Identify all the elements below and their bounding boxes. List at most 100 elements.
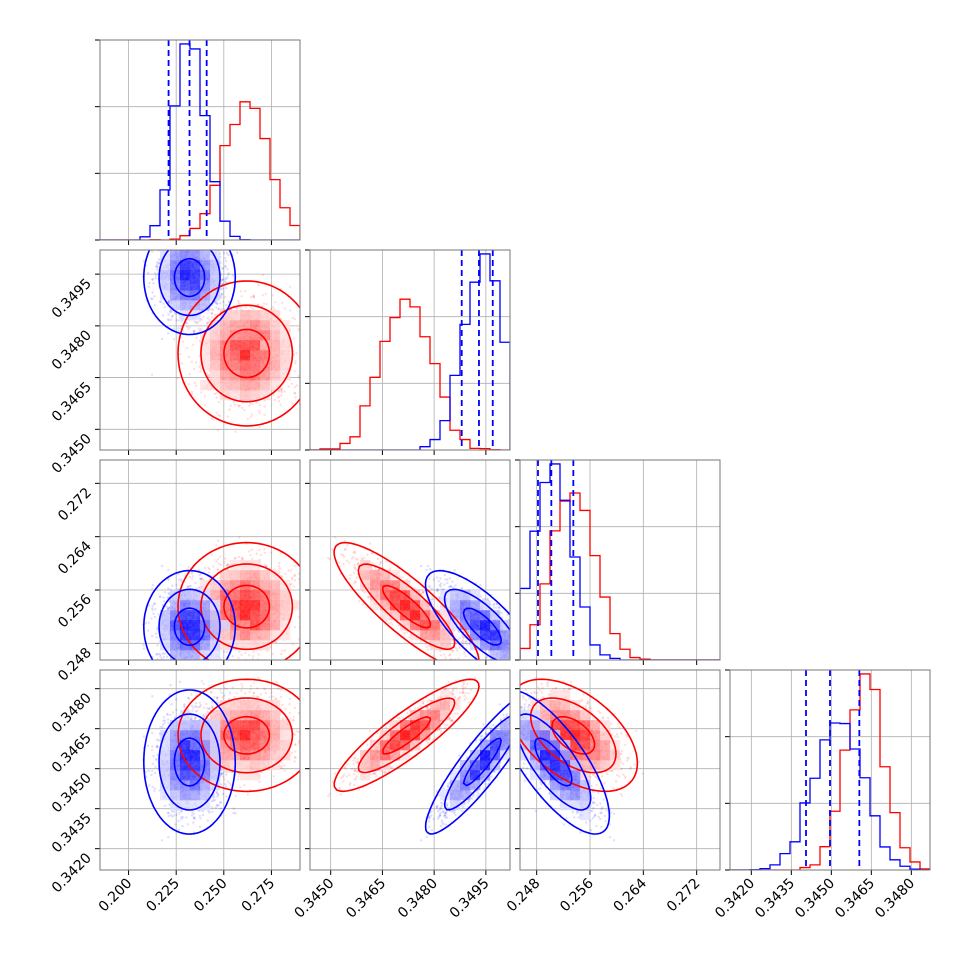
sample-point xyxy=(168,310,172,313)
sample-point xyxy=(188,372,191,376)
density-cell xyxy=(250,320,261,331)
sample-point xyxy=(159,300,163,304)
sample-point xyxy=(280,391,283,394)
sample-point xyxy=(175,319,178,322)
sample-point xyxy=(147,285,150,288)
sample-point xyxy=(200,318,203,321)
density-cell xyxy=(260,390,271,401)
sample-point xyxy=(191,343,195,346)
sample-point xyxy=(178,246,180,248)
sample-point xyxy=(277,564,281,568)
panel-content xyxy=(141,241,306,433)
sample-point xyxy=(187,355,190,359)
y-tick-label: 0.256 xyxy=(55,591,95,631)
sample-point xyxy=(277,400,281,403)
sample-point xyxy=(195,241,197,243)
y-tick-label: 0.3450 xyxy=(49,431,95,477)
density-cell xyxy=(250,330,261,341)
sample-point xyxy=(217,400,220,404)
sample-point xyxy=(183,243,185,245)
density-cell xyxy=(210,360,221,371)
sample-point xyxy=(187,241,189,243)
sample-point xyxy=(294,359,297,363)
sample-point xyxy=(294,362,297,365)
sample-point xyxy=(180,362,184,365)
density-cell xyxy=(160,260,171,271)
sample-point xyxy=(198,320,201,323)
sample-point xyxy=(210,311,213,315)
density-cell xyxy=(250,350,261,361)
contour-line-series-0 xyxy=(177,280,300,427)
sample-point xyxy=(174,245,176,247)
sample-point xyxy=(236,251,239,254)
sample-point xyxy=(223,295,227,299)
density-cell xyxy=(230,350,241,361)
sample-point xyxy=(151,278,154,281)
sample-point xyxy=(200,245,202,247)
sample-point xyxy=(271,652,274,656)
sample-point xyxy=(291,643,294,646)
sample-point xyxy=(215,302,219,305)
sample-point xyxy=(200,245,202,247)
sample-point xyxy=(177,327,180,330)
sample-point xyxy=(208,242,210,244)
sample-point xyxy=(157,261,160,265)
sample-point xyxy=(210,316,214,319)
sample-point xyxy=(189,247,191,249)
density-cell xyxy=(180,280,191,291)
sample-point xyxy=(215,306,218,309)
sample-point xyxy=(244,290,247,293)
sample-point xyxy=(293,318,297,321)
density-cell xyxy=(160,270,171,281)
sample-point xyxy=(215,544,218,547)
sample-point xyxy=(213,313,217,316)
sample-point xyxy=(237,656,240,660)
sample-point xyxy=(278,561,281,565)
sample-point xyxy=(232,401,235,404)
sample-point xyxy=(153,295,156,298)
sample-point xyxy=(289,309,292,312)
sample-point xyxy=(187,328,190,331)
sample-point xyxy=(272,307,276,311)
density-cell xyxy=(190,250,201,261)
sample-point xyxy=(297,327,300,331)
sample-point xyxy=(252,294,255,297)
sample-point xyxy=(162,245,164,247)
sample-point xyxy=(249,306,252,309)
sample-point xyxy=(238,404,242,408)
sample-point xyxy=(221,287,224,290)
sample-point xyxy=(191,241,193,243)
sample-point xyxy=(274,640,278,643)
sample-point xyxy=(224,265,227,268)
sample-point xyxy=(186,326,189,329)
sample-point xyxy=(195,321,198,324)
density-cell xyxy=(210,380,221,391)
sample-point xyxy=(287,569,290,572)
sample-point xyxy=(151,250,154,253)
sample-point xyxy=(238,302,241,305)
sample-point xyxy=(208,375,211,379)
sample-point xyxy=(167,245,169,247)
sample-point xyxy=(189,247,191,249)
sample-point xyxy=(193,329,197,332)
sample-point xyxy=(167,332,170,335)
panel-frame xyxy=(309,249,511,451)
sample-point xyxy=(186,245,188,247)
sample-point xyxy=(237,300,240,303)
sample-point xyxy=(221,266,224,270)
sample-point xyxy=(223,247,225,249)
sample-point xyxy=(156,261,159,264)
density-cell xyxy=(240,310,251,321)
sample-point xyxy=(217,562,220,565)
sample-point xyxy=(204,247,206,249)
density-cell xyxy=(220,360,231,371)
density-cell xyxy=(280,330,291,341)
sample-point xyxy=(304,331,306,333)
sample-point xyxy=(192,330,195,334)
sample-point xyxy=(150,297,153,300)
sample-point xyxy=(291,402,294,405)
sample-point xyxy=(263,413,266,417)
density-cell xyxy=(260,320,271,331)
sample-point xyxy=(220,308,223,311)
sample-point xyxy=(229,404,232,407)
